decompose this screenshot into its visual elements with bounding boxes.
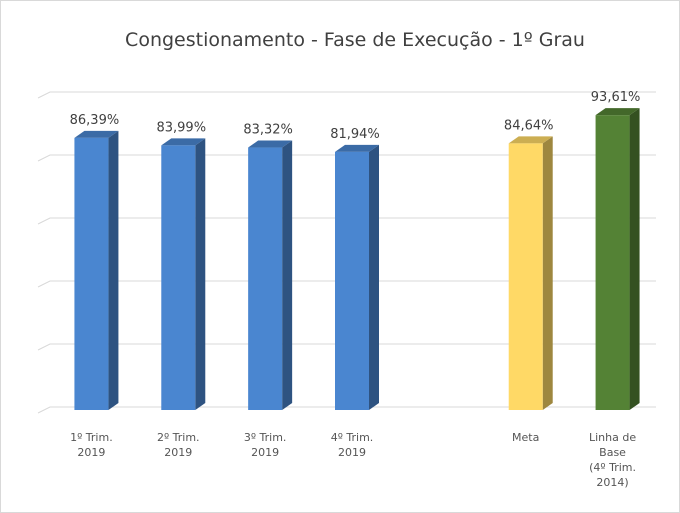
data-label: 83,99% — [156, 120, 206, 135]
bar-side — [542, 136, 553, 410]
grid-line — [37, 280, 656, 288]
data-label: 81,94% — [330, 127, 380, 142]
x-tick-label: 4º Trim. 2019 — [330, 431, 374, 459]
bar — [508, 143, 543, 410]
bar-side — [282, 140, 293, 411]
bar-top — [248, 140, 293, 148]
bar-side — [195, 138, 206, 410]
x-tick-label: 2º Trim. 2019 — [156, 431, 200, 459]
grid-line — [37, 217, 656, 225]
data-label: 93,61% — [591, 90, 641, 105]
grid-line — [37, 343, 656, 351]
bar — [335, 151, 369, 410]
bar-side — [369, 144, 379, 410]
x-tick-label: 1º Trim. 2019 — [70, 431, 113, 459]
bar-top — [595, 108, 640, 116]
chart-title: Congestionamento - Fase de Execução - 1º… — [125, 29, 585, 51]
bar-top — [508, 136, 553, 144]
x-tick-label: Meta — [512, 431, 540, 444]
data-label: 86,39% — [70, 113, 120, 128]
bar — [595, 115, 630, 410]
data-label: 83,32% — [243, 123, 293, 138]
bar — [161, 145, 196, 410]
bar-side — [629, 108, 640, 410]
data-label: 84,64% — [504, 118, 554, 133]
bar — [248, 147, 283, 411]
bar — [74, 137, 109, 410]
bar-top — [74, 130, 119, 138]
bar-top — [161, 138, 206, 146]
x-tick-label: Linha de Base (4º Trim. 2014) — [589, 431, 637, 489]
grid-line — [37, 154, 656, 162]
bar-side — [108, 130, 119, 410]
bar-top — [335, 144, 379, 152]
grid-line — [37, 91, 656, 99]
x-tick-label: 3º Trim. 2019 — [243, 431, 287, 459]
grid-line — [37, 406, 656, 414]
